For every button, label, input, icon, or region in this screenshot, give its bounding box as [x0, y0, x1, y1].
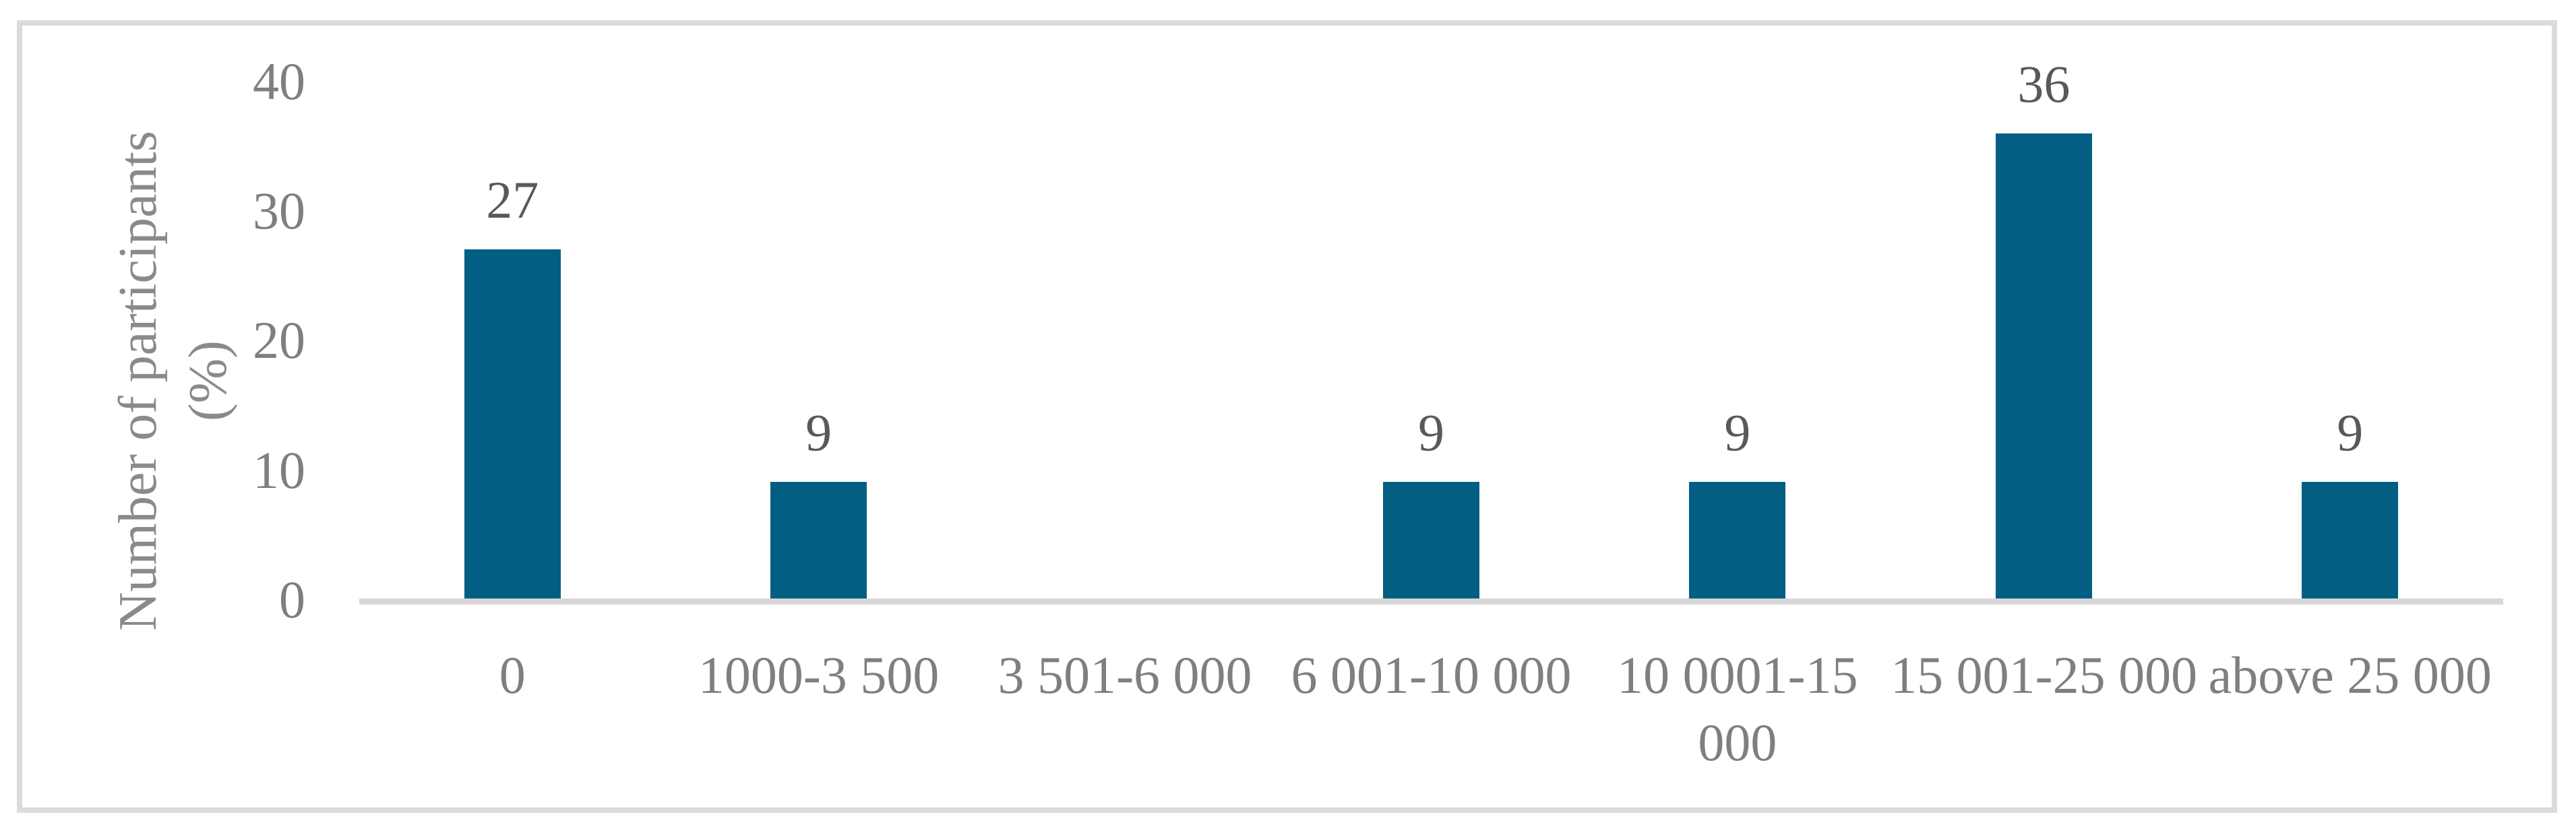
- bar-value-label: 27: [486, 171, 539, 230]
- bar-slot-6: 9: [2197, 0, 2503, 598]
- category-label: above 25 000: [2208, 646, 2492, 704]
- bar-slot-3: 9: [1278, 0, 1584, 598]
- y-tick-10: 10: [253, 441, 305, 499]
- bar-slot-0: 27: [359, 0, 665, 598]
- y-tick-30: 30: [253, 181, 305, 240]
- bar-slot-5: 36: [1891, 0, 2197, 598]
- bar-value-label: 9: [2337, 403, 2364, 462]
- category-label: 1000-3 500: [698, 646, 940, 704]
- category-label: 0: [499, 646, 526, 704]
- category-label: 10 0001-15 000: [1617, 646, 1858, 772]
- chart-border-frame: [17, 20, 2557, 813]
- bar-slot-1: 9: [665, 0, 971, 598]
- bar: [1995, 133, 2092, 598]
- plot-area: 27 9 9 9 36 9: [359, 0, 2503, 598]
- y-tick-20: 20: [253, 311, 305, 369]
- category-label: 15 001-25 000: [1891, 646, 2198, 704]
- bar: [1689, 482, 1786, 598]
- y-tick-40: 40: [253, 52, 305, 111]
- bar-value-label: 9: [1724, 403, 1751, 462]
- y-tick-0: 0: [279, 570, 305, 629]
- bar-slot-2: [972, 0, 1278, 598]
- bar: [2302, 482, 2399, 598]
- x-axis-line: [359, 598, 2503, 605]
- bar-value-label: 36: [2017, 54, 2071, 113]
- bar-value-label: 9: [805, 403, 832, 462]
- category-label: 6 001-10 000: [1291, 646, 1572, 704]
- bar: [1382, 482, 1479, 598]
- bar-value-label: 9: [1417, 403, 1444, 462]
- bar: [770, 482, 867, 598]
- category-label: 3 501-6 000: [998, 646, 1252, 704]
- bar-slot-4: 9: [1585, 0, 1891, 598]
- bar: [464, 249, 561, 598]
